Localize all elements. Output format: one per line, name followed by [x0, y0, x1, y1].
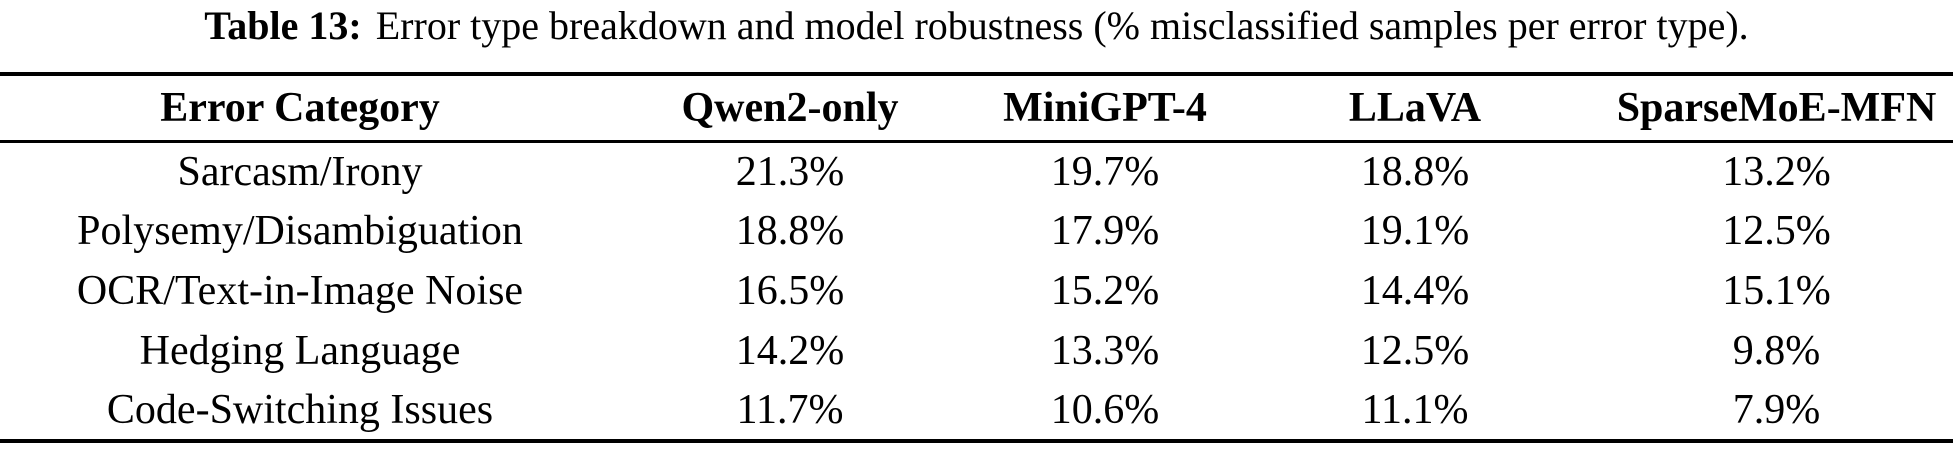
cell-value: 19.7% — [1050, 148, 1160, 195]
table-row: Polysemy/Disambiguation 18.8% 17.9% 19.1… — [0, 201, 1953, 261]
cell-value: 15.1% — [1722, 268, 1831, 314]
error-breakdown-table: Error Category Qwen2-only MiniGPT-4 LLaV… — [0, 72, 1953, 443]
cell-value: 14.2% — [735, 328, 845, 374]
table-caption-label: Table 13: — [204, 3, 362, 48]
cell-value: 7.9% — [1732, 387, 1821, 433]
column-header-sparsemoe-mfn: SparseMoE-MFN — [1616, 84, 1937, 131]
row-category: Polysemy/Disambiguation — [77, 208, 523, 254]
cell-value: 14.4% — [1360, 268, 1470, 314]
cell-value: 18.8% — [735, 208, 845, 254]
cell-value: 9.8% — [1732, 328, 1821, 374]
row-category: Sarcasm/Irony — [177, 148, 423, 195]
cell-value: 17.9% — [1050, 208, 1160, 254]
cell-value: 18.8% — [1360, 148, 1470, 195]
cell-value: 11.1% — [1361, 387, 1469, 433]
cell-value: 16.5% — [735, 268, 845, 314]
row-category: Hedging Language — [139, 328, 461, 374]
table-caption-text: Error type breakdown and model robustnes… — [375, 3, 1749, 48]
row-category: OCR/Text-in-Image Noise — [76, 268, 524, 314]
cell-value: 13.3% — [1050, 328, 1160, 374]
table-row: Hedging Language 14.2% 13.3% 12.5% 9.8% — [0, 321, 1953, 381]
cell-value: 10.6% — [1050, 387, 1160, 433]
column-header-minigpt-4: MiniGPT-4 — [1003, 84, 1207, 131]
row-category: Code-Switching Issues — [106, 387, 494, 433]
cell-value: 12.5% — [1722, 208, 1831, 254]
column-header-error-category: Error Category — [160, 84, 440, 131]
cell-value: 12.5% — [1360, 328, 1470, 374]
cell-value: 11.7% — [736, 387, 844, 433]
table-row: Code-Switching Issues 11.7% 10.6% 11.1% … — [0, 381, 1953, 441]
cell-value: 13.2% — [1722, 148, 1831, 195]
column-header-qwen2-only: Qwen2-only — [681, 84, 899, 131]
column-header-llava: LLaVA — [1348, 84, 1482, 131]
table-caption: Table 13: Error type breakdown and model … — [0, 2, 1953, 50]
cell-value: 19.1% — [1360, 208, 1470, 254]
cell-value: 15.2% — [1050, 268, 1160, 314]
cell-value: 21.3% — [735, 148, 845, 195]
table-header-row: Error Category Qwen2-only MiniGPT-4 LLaV… — [0, 74, 1953, 141]
table-row: OCR/Text-in-Image Noise 16.5% 15.2% 14.4… — [0, 261, 1953, 321]
table-row: Sarcasm/Irony 21.3% 19.7% 18.8% 13.2% — [0, 141, 1953, 201]
